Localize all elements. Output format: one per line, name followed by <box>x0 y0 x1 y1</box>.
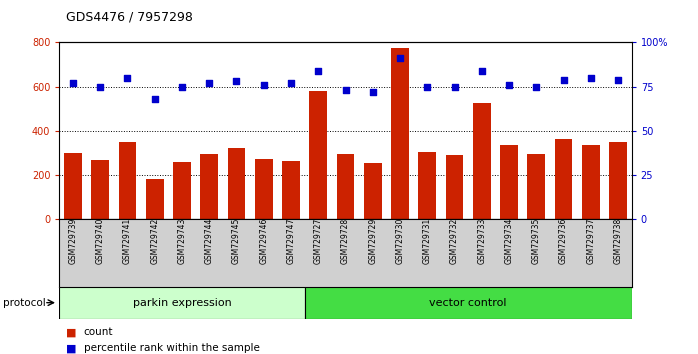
Point <box>558 77 569 82</box>
Bar <box>364 163 382 219</box>
Point <box>95 84 106 90</box>
Text: count: count <box>84 327 113 337</box>
Bar <box>255 159 273 219</box>
Point <box>340 87 351 93</box>
Point <box>367 89 378 95</box>
Bar <box>555 139 572 219</box>
Bar <box>173 162 191 219</box>
Bar <box>391 48 409 219</box>
Bar <box>64 153 82 219</box>
Point <box>177 84 188 90</box>
Bar <box>228 148 246 219</box>
Point <box>476 68 487 74</box>
Point <box>68 80 79 86</box>
Point <box>530 84 542 90</box>
Text: ■: ■ <box>66 327 77 337</box>
Point <box>394 56 406 61</box>
Bar <box>146 178 163 219</box>
Bar <box>609 142 627 219</box>
Point <box>258 82 269 88</box>
Text: protocol: protocol <box>3 298 46 308</box>
Text: GDS4476 / 7957298: GDS4476 / 7957298 <box>66 11 193 24</box>
Bar <box>500 145 518 219</box>
Bar <box>445 155 463 219</box>
Text: vector control: vector control <box>429 298 507 308</box>
Bar <box>282 161 300 219</box>
Point <box>122 75 133 81</box>
Bar <box>59 287 304 319</box>
Bar <box>528 154 545 219</box>
Point <box>449 84 460 90</box>
Point <box>422 84 433 90</box>
Text: parkin expression: parkin expression <box>133 298 231 308</box>
Bar <box>119 142 136 219</box>
Bar <box>418 152 436 219</box>
Bar <box>473 103 491 219</box>
Point <box>313 68 324 74</box>
Text: percentile rank within the sample: percentile rank within the sample <box>84 343 260 353</box>
Bar <box>309 91 327 219</box>
Bar <box>200 154 218 219</box>
Point <box>149 96 161 102</box>
Point <box>612 77 623 82</box>
Point <box>231 79 242 84</box>
Bar <box>91 160 109 219</box>
Bar <box>336 154 355 219</box>
Point <box>585 75 596 81</box>
Point <box>204 80 215 86</box>
Bar <box>582 145 600 219</box>
Point <box>285 80 297 86</box>
Bar <box>304 287 632 319</box>
Text: ■: ■ <box>66 343 77 353</box>
Point <box>503 82 514 88</box>
